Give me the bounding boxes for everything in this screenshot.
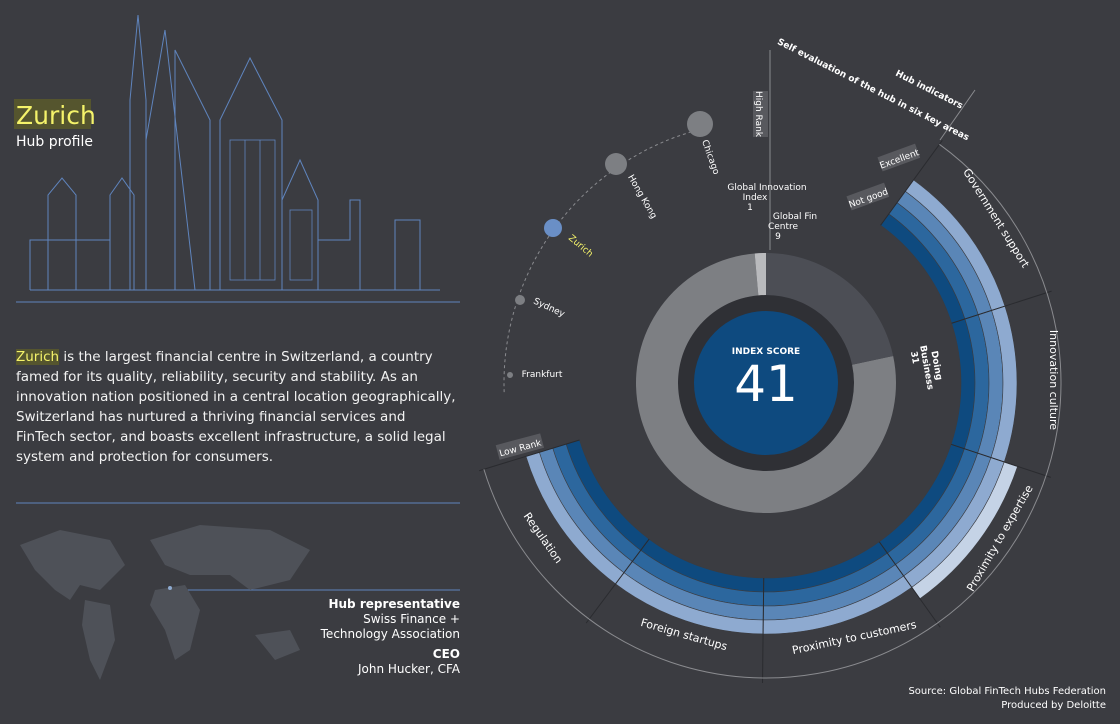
- title: Zurich: [16, 101, 96, 130]
- world-map: [20, 525, 310, 680]
- source: Source: Global FinTech Hubs Federation: [908, 686, 1106, 697]
- ceo-name: John Hucker, CFA: [357, 662, 461, 676]
- area-label: Innovation culture: [1047, 330, 1060, 430]
- divider: [951, 290, 1052, 324]
- ranking-value: 1: [747, 203, 753, 213]
- divider: [880, 140, 943, 226]
- high-rank-label: High Rank: [753, 91, 763, 138]
- label-box: [877, 143, 921, 172]
- title-highlight: [14, 99, 91, 129]
- subtitle: Hub profile: [16, 134, 93, 150]
- divider: [762, 577, 765, 683]
- hub-label: Zurich: [566, 233, 594, 259]
- index-circle: [694, 311, 838, 455]
- description-text: is the largest financial centre in Switz…: [16, 349, 456, 465]
- ring-segment: [754, 253, 766, 296]
- divider: [950, 443, 1051, 478]
- excellent-label-box: Excellent: [877, 143, 921, 172]
- label-box: [846, 182, 890, 211]
- hub-marker: [515, 295, 525, 305]
- hub-label: Sydney: [532, 297, 567, 320]
- ranking-value: 9: [775, 232, 781, 242]
- ranking-label: Global Innovation: [727, 183, 806, 193]
- description-highlight: Zurich: [16, 349, 60, 365]
- label-box: [495, 433, 545, 460]
- ranking-label: Index: [743, 193, 768, 203]
- skyline-windows: [229, 139, 313, 281]
- hub-marker: [687, 111, 713, 137]
- ranking-label: Global Fin: [773, 212, 817, 222]
- divider: [878, 541, 941, 628]
- rep-label: Hub representative: [328, 597, 460, 611]
- divider: [585, 538, 650, 624]
- hub-label: Chicago: [699, 139, 721, 177]
- produced: Produced by Deloitte: [1001, 700, 1106, 711]
- ranking-value: 31: [908, 351, 920, 365]
- rep-name: Technology Association: [320, 627, 460, 641]
- map-marker: [168, 586, 172, 590]
- hub-marker: [507, 372, 513, 378]
- hub-marker: [605, 153, 627, 175]
- ring-segment: [765, 253, 894, 365]
- rank-arc: [503, 126, 712, 393]
- hub-label: Frankfurt: [522, 370, 563, 380]
- not-good-label-box: Not good: [846, 182, 890, 211]
- skyline: [16, 14, 460, 303]
- high-rank-label-box: High Rank: [753, 91, 768, 138]
- index-score: 41: [734, 355, 798, 413]
- axis-line: [939, 89, 976, 141]
- outer-arc: [483, 143, 1062, 679]
- hub-label: Hong Kong: [625, 173, 658, 220]
- index-label: INDEX SCORE: [732, 347, 800, 357]
- ranking-label: Centre: [768, 222, 799, 232]
- hub-marker: [544, 219, 562, 237]
- divider: [478, 439, 580, 472]
- description: Zurich is the largest financial centre i…: [16, 347, 456, 467]
- label-box: [753, 91, 768, 137]
- rep-name: Swiss Finance +: [363, 612, 460, 626]
- ring-segment: [636, 253, 896, 513]
- ceo-label: CEO: [433, 647, 460, 661]
